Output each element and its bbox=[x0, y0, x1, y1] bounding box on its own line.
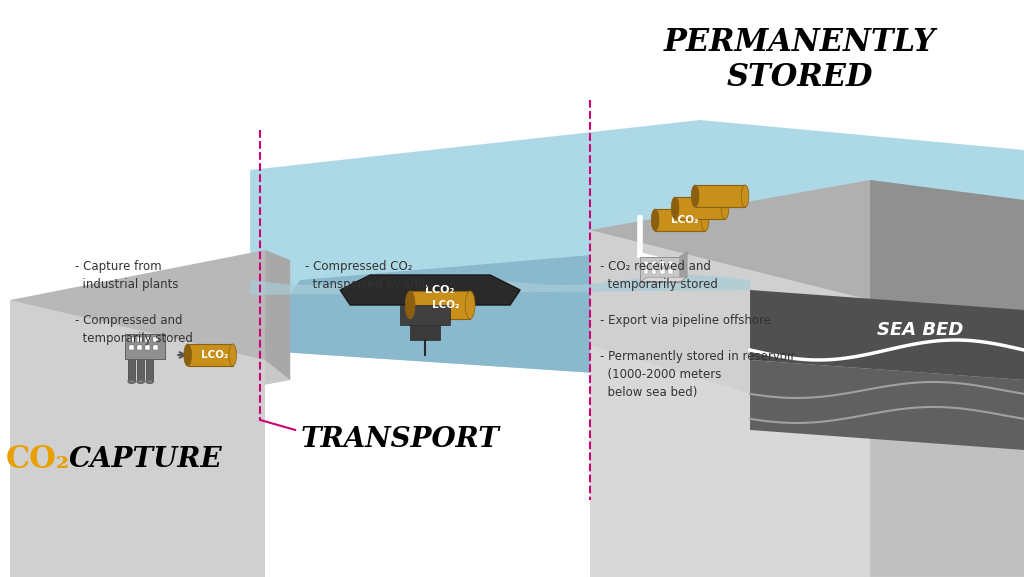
FancyBboxPatch shape bbox=[411, 291, 470, 319]
Text: CAPTURE: CAPTURE bbox=[69, 447, 222, 474]
FancyBboxPatch shape bbox=[145, 338, 150, 342]
FancyBboxPatch shape bbox=[669, 269, 673, 273]
FancyBboxPatch shape bbox=[137, 346, 141, 350]
Polygon shape bbox=[411, 325, 440, 340]
Text: LCO₂: LCO₂ bbox=[432, 300, 460, 310]
Polygon shape bbox=[10, 300, 265, 577]
FancyBboxPatch shape bbox=[644, 269, 648, 273]
Polygon shape bbox=[250, 275, 750, 295]
FancyBboxPatch shape bbox=[146, 359, 154, 381]
Polygon shape bbox=[250, 250, 750, 380]
FancyBboxPatch shape bbox=[652, 269, 656, 273]
FancyBboxPatch shape bbox=[145, 346, 150, 350]
Polygon shape bbox=[680, 252, 687, 282]
Text: SEA BED: SEA BED bbox=[877, 321, 964, 339]
Polygon shape bbox=[870, 300, 1024, 577]
Ellipse shape bbox=[184, 344, 191, 366]
FancyBboxPatch shape bbox=[652, 261, 656, 265]
Ellipse shape bbox=[741, 185, 749, 207]
FancyBboxPatch shape bbox=[137, 338, 141, 342]
Polygon shape bbox=[400, 305, 451, 325]
Text: CO₂: CO₂ bbox=[6, 444, 71, 475]
Ellipse shape bbox=[672, 197, 679, 219]
Polygon shape bbox=[265, 250, 290, 380]
Ellipse shape bbox=[465, 291, 475, 319]
Text: LCO₂: LCO₂ bbox=[425, 285, 455, 295]
Polygon shape bbox=[590, 230, 870, 490]
FancyBboxPatch shape bbox=[660, 261, 665, 265]
Polygon shape bbox=[10, 250, 265, 410]
FancyBboxPatch shape bbox=[125, 334, 165, 359]
FancyBboxPatch shape bbox=[640, 257, 680, 282]
FancyBboxPatch shape bbox=[137, 359, 144, 381]
Ellipse shape bbox=[128, 380, 135, 383]
Ellipse shape bbox=[701, 209, 709, 231]
FancyBboxPatch shape bbox=[675, 197, 725, 219]
FancyBboxPatch shape bbox=[695, 185, 745, 207]
Text: LCO₂: LCO₂ bbox=[201, 350, 228, 360]
Text: PERMANENTLY
STORED: PERMANENTLY STORED bbox=[665, 27, 936, 93]
Text: - Compressed CO₂
  transported by ship: - Compressed CO₂ transported by ship bbox=[305, 260, 429, 291]
FancyBboxPatch shape bbox=[660, 269, 665, 273]
FancyBboxPatch shape bbox=[129, 338, 133, 342]
Text: TRANSPORT: TRANSPORT bbox=[301, 426, 500, 454]
FancyBboxPatch shape bbox=[154, 338, 158, 342]
Polygon shape bbox=[750, 360, 1024, 450]
Ellipse shape bbox=[228, 344, 237, 366]
Ellipse shape bbox=[146, 380, 154, 383]
Polygon shape bbox=[250, 120, 1024, 400]
FancyBboxPatch shape bbox=[187, 344, 232, 366]
Ellipse shape bbox=[651, 209, 658, 231]
Polygon shape bbox=[31, 270, 290, 430]
Polygon shape bbox=[750, 290, 1024, 380]
Text: LCO₂: LCO₂ bbox=[672, 215, 698, 225]
Ellipse shape bbox=[721, 197, 729, 219]
Polygon shape bbox=[640, 277, 687, 282]
Ellipse shape bbox=[691, 185, 699, 207]
Ellipse shape bbox=[406, 291, 415, 319]
Polygon shape bbox=[870, 180, 1024, 320]
Ellipse shape bbox=[137, 380, 144, 383]
Text: - CO₂ received and
  temporarily stored

- Export via pipeline offshore

- Perma: - CO₂ received and temporarily stored - … bbox=[600, 260, 796, 399]
FancyBboxPatch shape bbox=[154, 346, 158, 350]
FancyBboxPatch shape bbox=[128, 359, 135, 381]
Polygon shape bbox=[590, 345, 870, 577]
Text: - Capture from
  industrial plants

- Compressed and
  temporarily stored: - Capture from industrial plants - Compr… bbox=[75, 260, 194, 345]
Polygon shape bbox=[590, 180, 1024, 345]
FancyBboxPatch shape bbox=[669, 261, 673, 265]
FancyBboxPatch shape bbox=[644, 261, 648, 265]
Polygon shape bbox=[340, 275, 520, 305]
FancyBboxPatch shape bbox=[655, 209, 706, 231]
FancyBboxPatch shape bbox=[129, 346, 133, 350]
